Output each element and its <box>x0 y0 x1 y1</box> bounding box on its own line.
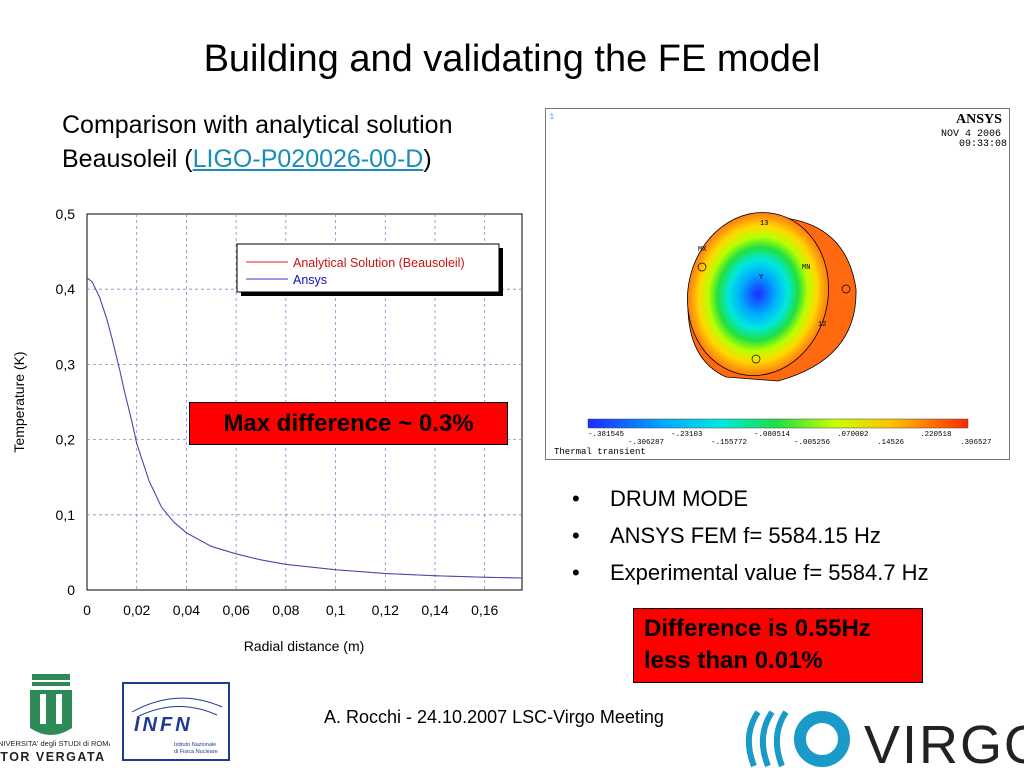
legend-label-ansys: Ansys <box>293 273 327 287</box>
subtitle-comparison: Comparison with analytical solution <box>62 111 453 139</box>
series-line-ansys <box>86 277 523 579</box>
y-tick-label: 0,1 <box>56 507 76 523</box>
bullet-icon: • <box>572 559 580 585</box>
legend: Analytical Solution (Beausoleil) Ansys <box>236 243 503 296</box>
svg-text:UNIVERSITA' degli STUDI di ROM: UNIVERSITA' degli STUDI di ROMA <box>0 739 110 748</box>
colorbar-bottom-value: .306527 <box>960 439 992 447</box>
svg-text:Istituto Nazionale: Istituto Nazionale <box>174 742 216 748</box>
svg-text:TOR VERGATA: TOR VERGATA <box>0 750 105 764</box>
x-tick-label: 0 <box>83 602 91 618</box>
series-lines <box>86 277 523 579</box>
difference-callout: Difference is 0.55Hz less than 0.01% <box>633 608 923 683</box>
ansys-plot: 1 ANSYS NOV 4 2006 09:33:08 13 MX MN 12 … <box>549 112 1007 457</box>
ansys-label-mn: MN <box>802 264 810 272</box>
ansys-corner-number: 1 <box>549 112 554 122</box>
colorbar-top-value: -.080514 <box>754 431 791 439</box>
colorbar-bottom-value: .14526 <box>877 439 905 447</box>
difference-line-1: Difference is 0.55Hz <box>644 615 871 642</box>
difference-line-2: less than 0.01% <box>644 647 823 674</box>
colorbar-bottom-value: -.306287 <box>628 439 664 447</box>
x-tick-label: 0,14 <box>421 602 448 618</box>
ansys-label-13: 13 <box>760 220 768 228</box>
subtitle-prefix: Beausoleil ( <box>62 145 193 173</box>
bullet-text: DRUM MODE <box>610 485 749 511</box>
colorbar-bottom-value: -.005256 <box>794 439 831 447</box>
y-axis-label: Temperature (K) <box>11 351 27 452</box>
x-tick-label: 0,04 <box>173 602 200 618</box>
virgo-logo: VIRGO <box>745 710 1024 768</box>
page-title: Building and validating the FE model <box>203 38 821 80</box>
disk-face <box>687 212 829 376</box>
bullet-text: ANSYS FEM f= 5584.15 Hz <box>610 522 881 548</box>
bullet-icon: • <box>572 522 580 548</box>
results-list: • DRUM MODE • ANSYS FEM f= 5584.15 Hz • Exp… <box>572 480 929 591</box>
y-tick-label: 0,2 <box>56 432 76 448</box>
svg-text:di Fisica Nucleare: di Fisica Nucleare <box>174 749 218 755</box>
y-tick-label: 0,4 <box>56 281 76 297</box>
list-item: • Experimental value f= 5584.7 Hz <box>572 554 929 591</box>
colorbar-top-value: -.381545 <box>588 431 625 439</box>
y-tick-label: 0 <box>67 582 75 598</box>
ansys-label-12: 12 <box>818 321 826 329</box>
x-tick-label: 0,02 <box>123 602 150 618</box>
tick-labels: 0 0,02 0,04 0,06 0,08 0,1 0,12 0,14 0,16 0 0,1 0,2 0… <box>56 206 499 618</box>
footer-credit: A. Rocchi - 24.10.2007 LSC-Virgo Meeting <box>324 707 664 727</box>
colorbar-top-values: -.381545 -.23103 -.080514 .070002 .220518 <box>588 431 952 439</box>
colorbar-top-value: -.23103 <box>671 431 703 439</box>
colorbar-bottom-value: -.155772 <box>711 439 747 447</box>
max-difference-callout: Max difference ~ 0.3% <box>189 402 508 445</box>
subtitle-suffix: ) <box>423 145 432 173</box>
bullet-icon: • <box>572 485 580 511</box>
svg-text:ANSYS: ANSYS <box>956 112 1002 127</box>
x-tick-label: 0,08 <box>272 602 299 618</box>
x-tick-label: 0,16 <box>471 602 498 618</box>
ligo-reference-link[interactable]: LIGO-P020026-00-D <box>192 145 424 173</box>
x-tick-label: 0,12 <box>372 602 399 618</box>
colorbar-top-value: .220518 <box>920 431 952 439</box>
ansys-result-panel: 1 ANSYS NOV 4 2006 09:33:08 13 MX MN 12 … <box>545 108 1010 460</box>
bullet-text: Experimental value f= 5584.7 Hz <box>610 559 929 585</box>
ansys-date: NOV 4 2006 <box>941 129 1001 140</box>
list-item: • DRUM MODE <box>572 480 929 517</box>
list-item: • ANSYS FEM f= 5584.15 Hz <box>572 517 929 554</box>
ansys-time: 09:33:08 <box>959 139 1007 150</box>
y-tick-label: 0,5 <box>56 206 76 222</box>
ansys-label-y: Y <box>759 274 764 282</box>
ansys-logo: ANSYS <box>956 112 1002 127</box>
ansys-caption: Thermal transient <box>554 447 646 457</box>
ansys-label-mx: MX <box>698 246 707 254</box>
legend-label-analytical: Analytical Solution (Beausoleil) <box>293 256 465 270</box>
x-axis-label: Radial distance (m) <box>244 638 365 654</box>
infn-logo: INFN Istituto Nazionale di Fisica Nuclea… <box>122 682 230 761</box>
colorbar <box>587 418 969 429</box>
svg-text:VIRGO: VIRGO <box>864 715 1024 768</box>
y-tick-label: 0,3 <box>56 356 76 372</box>
colorbar-bottom-values: -.306287 -.155772 -.005256 .14526 .306527 <box>628 439 992 447</box>
svg-text:INFN: INFN <box>134 714 193 736</box>
tor-vergata-logo: UNIVERSITA' degli STUDI di ROMA TOR VERG… <box>0 674 110 764</box>
x-tick-label: 0,06 <box>223 602 250 618</box>
x-tick-label: 0,1 <box>326 602 346 618</box>
subtitle-beausoleil: Beausoleil (LIGO-P020026-00-D) <box>62 145 432 174</box>
colorbar-top-value: .070002 <box>837 431 869 439</box>
